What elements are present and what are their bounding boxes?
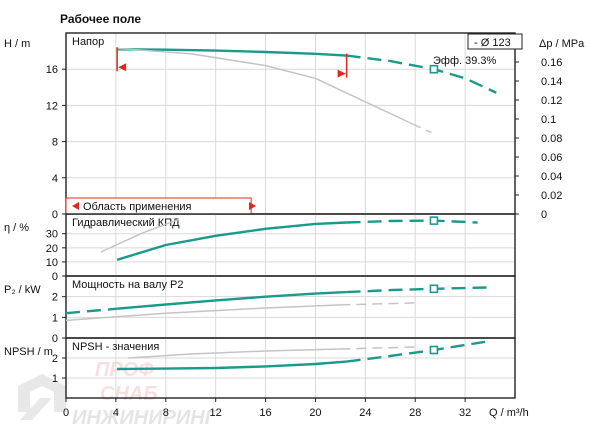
x-axis-label: Q / m³/h	[489, 407, 529, 419]
y-axis-label: P₂ / kW	[4, 284, 41, 296]
y-tick-label: 2	[52, 292, 58, 304]
curve-gray	[128, 348, 341, 359]
x-tick-label: 4	[113, 407, 119, 419]
y-tick-label: 4	[52, 173, 58, 185]
y-tick-label: 0	[52, 271, 58, 283]
page-title: Рабочее поле	[60, 12, 141, 26]
curve-gray-dashed	[340, 302, 416, 306]
x-tick-label: 8	[163, 407, 169, 419]
curve-gray	[100, 218, 179, 253]
diameter-legend-box: - Ø 123	[467, 33, 523, 50]
y2-tick-label: 0.04	[541, 171, 562, 183]
range-right-arrow	[337, 69, 346, 78]
y-tick-label: 1	[52, 312, 58, 324]
panel-power: 0 1 2 Мощность на валу Р2 P₂ / kW	[4, 275, 516, 345]
curve-dashed-teal	[65, 307, 118, 315]
operating-point-marker	[429, 64, 439, 74]
y-tick-label: 2	[52, 353, 58, 365]
y-tick-label: 0	[52, 209, 58, 221]
x-tick-label: 16	[259, 407, 271, 419]
legend-frame	[467, 33, 523, 50]
curve-dashed-teal	[346, 219, 478, 224]
operating-point-marker	[429, 216, 439, 225]
y2-tick-label: 0.08	[541, 133, 562, 145]
y2-tick-label: 0.1	[541, 114, 556, 126]
curve-dashed-teal	[346, 339, 491, 363]
y2-tick-label: 0.02	[541, 190, 562, 202]
panel-efficiency: 0 10 20 30 Гидравлический КПД η / %	[4, 213, 516, 283]
y-tick-label: 8	[52, 137, 58, 149]
watermark-logo: ПРОФ СНАБ ИНЖИНИРИНГ	[18, 359, 219, 429]
range-box-right-arrow	[249, 202, 256, 210]
y-tick-label: 20	[46, 243, 58, 255]
curve-gray	[117, 47, 412, 125]
y2-axis-label: Δp / MPa	[539, 38, 585, 50]
operating-point-marker	[429, 345, 439, 355]
y-axis-label: η / %	[4, 222, 29, 234]
curve-solid-teal	[117, 48, 347, 57]
y2-tick-label: 0.12	[541, 95, 562, 107]
y-axis-label: H / m	[4, 38, 30, 50]
panel-title: Напор	[72, 36, 104, 48]
y-tick-label: 1	[52, 373, 58, 385]
operating-point-marker	[429, 284, 439, 294]
panel-title: NPSH - значения	[72, 341, 159, 353]
panel-title: Гидравлический КПД	[72, 217, 180, 229]
y2-tick-label: 0.06	[541, 152, 562, 164]
y2-tick-label: 0.14	[541, 76, 562, 88]
x-tick-label: 32	[459, 407, 471, 419]
curve-solid-teal	[116, 221, 347, 261]
curve-dashed-teal	[346, 286, 491, 294]
y-tick-label: 0	[52, 333, 58, 345]
panel-frame	[65, 337, 516, 399]
application-range-box: Область применения	[65, 197, 256, 215]
curve-solid-teal	[117, 360, 347, 371]
x-tick-label: 24	[359, 407, 371, 419]
efficiency-label: Эфф. 39.3%	[433, 55, 497, 67]
panel-head: 0 4 8 12 16 Напор H / m 0 0.02 0.04 0.06 0.08 0.1 0.1…	[4, 32, 585, 221]
y-tick-label: 16	[46, 64, 58, 76]
curve-gray	[65, 304, 341, 322]
watermark-line3: ИНЖИНИРИНГ	[72, 407, 219, 429]
curve-solid-teal	[116, 290, 347, 310]
range-box-left-arrow	[72, 202, 79, 210]
watermark-line2: СНАБ	[100, 383, 158, 405]
panel-title: Мощность на валу Р2	[72, 279, 184, 291]
range-left-arrow	[118, 63, 127, 72]
y-tick-label: 10	[46, 257, 58, 269]
y2-tick-label: 0.16	[541, 57, 562, 69]
x-tick-label: 0	[63, 407, 69, 419]
range-label: Область применения	[83, 201, 192, 213]
x-tick-label: 28	[409, 407, 421, 419]
y-tick-label: 12	[46, 100, 58, 112]
y2-tick-label: 0	[541, 209, 547, 221]
legend-text: - Ø 123	[474, 37, 511, 49]
x-tick-label: 20	[309, 407, 321, 419]
curve-gray-dashed	[340, 346, 416, 350]
y-tick-label: 30	[46, 229, 58, 241]
curve-gray-dashed	[411, 122, 432, 134]
x-tick-label: 12	[210, 407, 222, 419]
y-axis-label: NPSH / m	[4, 346, 53, 358]
